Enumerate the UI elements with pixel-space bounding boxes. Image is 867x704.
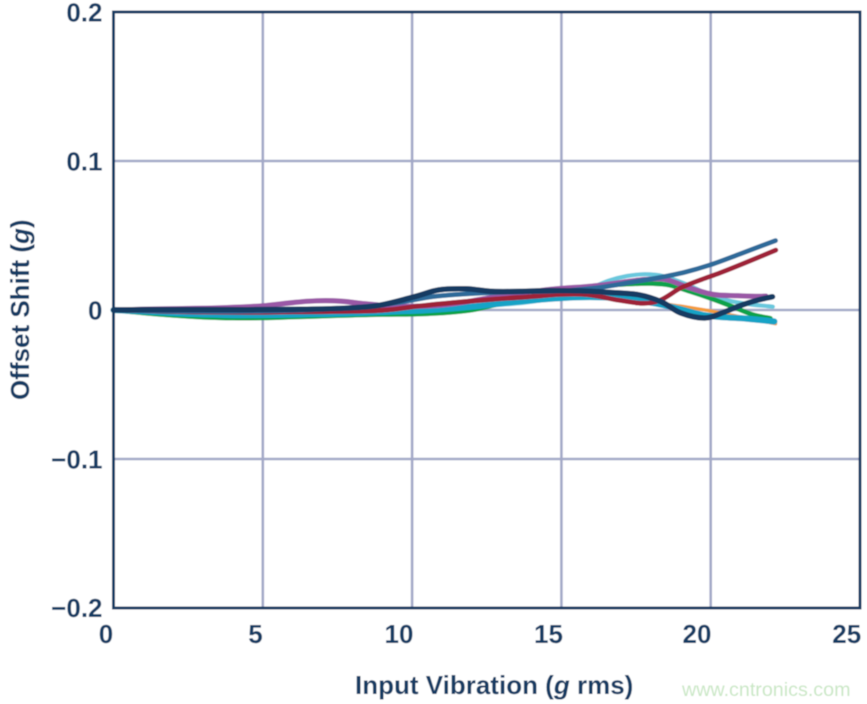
- svg-text:−0.1: −0.1: [51, 444, 102, 474]
- svg-text:15: 15: [534, 619, 563, 649]
- svg-text:Input Vibration (g rms): Input Vibration (g rms): [355, 670, 633, 700]
- svg-text:0.1: 0.1: [66, 146, 102, 176]
- svg-text:Offset Shift (g): Offset Shift (g): [5, 219, 35, 400]
- svg-text:10: 10: [385, 619, 414, 649]
- svg-text:−0.2: −0.2: [51, 593, 102, 623]
- svg-text:0: 0: [88, 295, 102, 325]
- svg-text:20: 20: [683, 619, 712, 649]
- svg-text:5: 5: [248, 619, 262, 649]
- svg-text:www.cntronics.com: www.cntronics.com: [681, 679, 850, 701]
- svg-text:0: 0: [99, 619, 113, 649]
- svg-text:0.2: 0.2: [66, 0, 102, 27]
- svg-text:25: 25: [832, 619, 861, 649]
